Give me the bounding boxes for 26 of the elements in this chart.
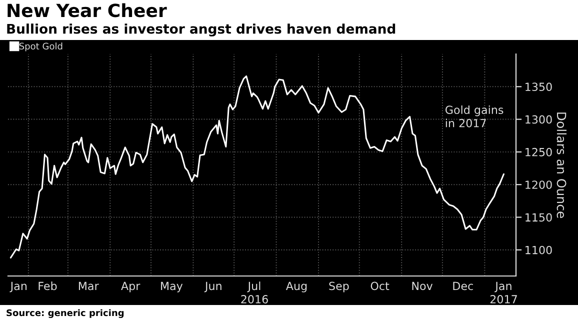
x-tick-label: Feb	[38, 282, 57, 290]
x-tick-label: Dec	[453, 282, 473, 290]
x-tick-label: Nov	[412, 282, 433, 290]
x-tick-label: May	[161, 282, 183, 292]
chart-subtitle: Bullion rises as investor angst drives haven demand	[7, 24, 396, 36]
y-tick-label: 1350	[526, 82, 552, 92]
x-tick-label: Apr	[121, 282, 140, 292]
y-tick-label: 1250	[526, 148, 552, 156]
y-tick-label: 1100	[526, 246, 552, 254]
y-tick-label: 1150	[526, 213, 552, 222]
x-tick-label: Sep	[329, 282, 349, 292]
x-tick-label: Jun	[204, 282, 222, 292]
x-tick-label: Aug	[286, 282, 307, 292]
source-note: Source: generic pricing	[6, 309, 124, 318]
x-tick-label: Mar	[78, 282, 99, 290]
y-tick-label: 1200	[526, 180, 552, 189]
y-tick-label: 1300	[526, 115, 552, 124]
chart-title: New Year Cheer	[8, 3, 167, 18]
y-axis-title: Dollars an Ounce	[556, 112, 566, 218]
x-tick-label: Jan	[10, 282, 27, 292]
x-tick-label: Jul 2016	[241, 282, 268, 304]
line-series	[10, 75, 505, 258]
x-tick-label: Jan 2017	[490, 282, 517, 304]
x-tick-label: Oct	[370, 282, 390, 290]
annotation: Gold gains in 2017	[446, 105, 504, 128]
legend-label: Spot Gold	[19, 42, 62, 52]
